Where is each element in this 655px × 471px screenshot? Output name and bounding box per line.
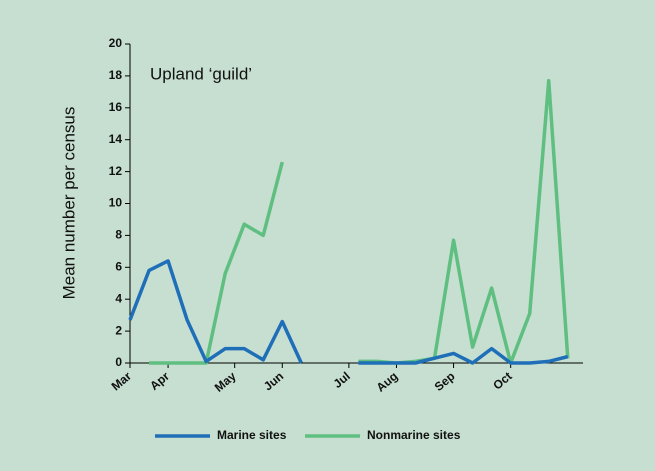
x-tick-label: Jul (331, 369, 353, 391)
y-tick-label: 0 (115, 355, 122, 369)
x-tick-label: Oct (490, 369, 514, 393)
y-tick-label: 18 (109, 68, 123, 82)
y-tick-label: 14 (109, 132, 123, 146)
series-line (358, 346, 569, 365)
legend-label: Nonmarine sites (367, 428, 461, 442)
y-tick-label: 12 (109, 164, 123, 178)
x-tick-label: Apr (147, 369, 172, 393)
y-tick-label: 2 (115, 323, 122, 337)
y-tick-label: 4 (115, 291, 122, 305)
x-tick-label: Mar (109, 369, 135, 394)
x-tick-label: May (212, 369, 239, 395)
series-line (358, 78, 570, 365)
series-line (149, 161, 284, 365)
y-tick-label: 6 (115, 259, 122, 273)
annotation: Upland ‘guild’ (150, 64, 252, 83)
y-axis-label: Mean number per census (59, 107, 78, 300)
y-tick-label: 8 (115, 228, 122, 242)
y-tick-label: 16 (109, 100, 123, 114)
x-tick-label: Sep (432, 369, 458, 394)
y-tick-label: 20 (109, 36, 123, 50)
series-line (128, 259, 303, 364)
legend-label: Marine sites (217, 428, 287, 442)
x-tick-label: Jun (261, 369, 286, 393)
y-tick-label: 10 (109, 196, 123, 210)
x-tick-label: Aug (374, 369, 401, 395)
